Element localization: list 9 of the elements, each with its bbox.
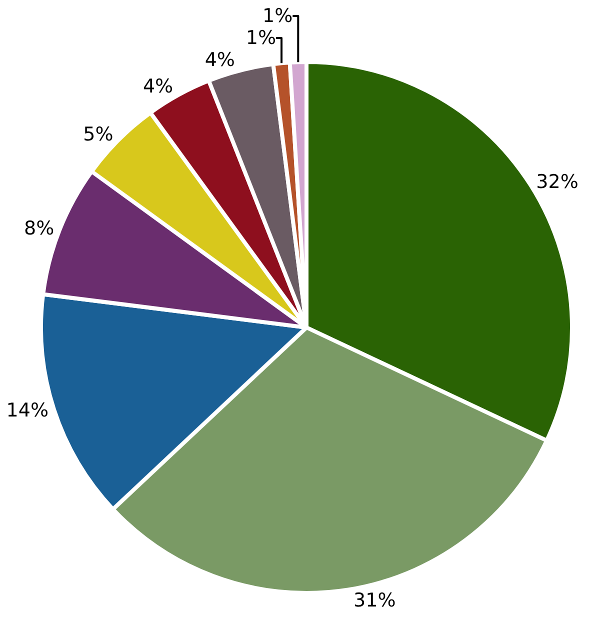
data-label: 8% — [24, 217, 54, 240]
data-label: 1% — [246, 27, 276, 50]
data-label: 5% — [83, 123, 114, 146]
data-label: 1% — [262, 5, 293, 28]
data-label: 14% — [6, 400, 48, 422]
data-label: 32% — [536, 171, 578, 194]
data-label: 4% — [142, 75, 174, 98]
data-label: 31% — [354, 589, 396, 612]
data-label: 4% — [204, 49, 235, 72]
